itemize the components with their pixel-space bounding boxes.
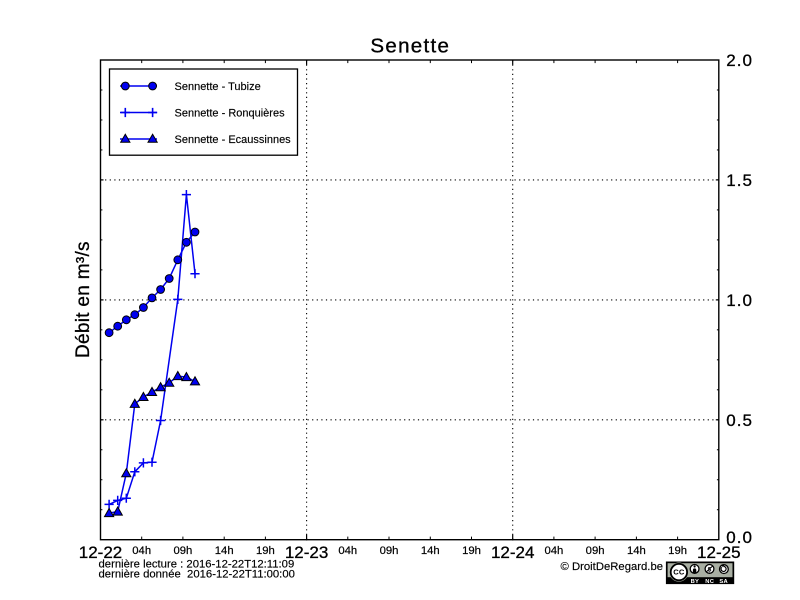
svg-text:Sennette - Tubize: Sennette - Tubize — [175, 81, 261, 93]
svg-text:SA: SA — [719, 579, 728, 585]
svg-text:12-25: 12-25 — [697, 543, 740, 562]
svg-text:19h: 19h — [256, 545, 275, 557]
svg-text:09h: 09h — [173, 545, 192, 557]
svg-text:09h: 09h — [380, 545, 399, 557]
svg-text:12-22: 12-22 — [79, 543, 122, 562]
svg-text:12-23: 12-23 — [285, 543, 328, 562]
svg-text:09h: 09h — [586, 545, 605, 557]
svg-text:04h: 04h — [338, 545, 357, 557]
svg-text:BY: BY — [691, 579, 700, 585]
svg-text:Senette: Senette — [370, 35, 450, 58]
svg-text:04h: 04h — [132, 545, 151, 557]
svg-text:dernière donnée 2016-12-22T11: dernière donnée 2016-12-22T11:00:00 — [99, 568, 295, 580]
svg-text:Sennette - Ronquières: Sennette - Ronquières — [175, 108, 286, 120]
svg-text:04h: 04h — [544, 545, 563, 557]
svg-text:Sennette - Ecaussinnes: Sennette - Ecaussinnes — [175, 134, 292, 146]
svg-text:Débit en m³/s: Débit en m³/s — [73, 241, 94, 358]
svg-text:0.0: 0.0 — [726, 528, 753, 547]
svg-text:1.5: 1.5 — [726, 171, 753, 190]
svg-text:$: $ — [708, 566, 712, 573]
svg-text:© DroitDeRegard.be: © DroitDeRegard.be — [561, 561, 664, 573]
svg-text:12-24: 12-24 — [491, 543, 534, 562]
svg-text:2.0: 2.0 — [726, 51, 753, 70]
svg-text:14h: 14h — [627, 545, 646, 557]
svg-text:NC: NC — [705, 579, 714, 585]
svg-text:19h: 19h — [462, 545, 481, 557]
svg-text:dernière lecture : 2016-12-22T: dernière lecture : 2016-12-22T12:11:09 — [99, 559, 295, 571]
svg-text:14h: 14h — [421, 545, 440, 557]
svg-text:19h: 19h — [668, 545, 687, 557]
svg-text:CC: CC — [673, 568, 685, 577]
svg-text:14h: 14h — [215, 545, 234, 557]
svg-text:1.0: 1.0 — [726, 291, 753, 310]
svg-text:0.5: 0.5 — [726, 411, 753, 430]
